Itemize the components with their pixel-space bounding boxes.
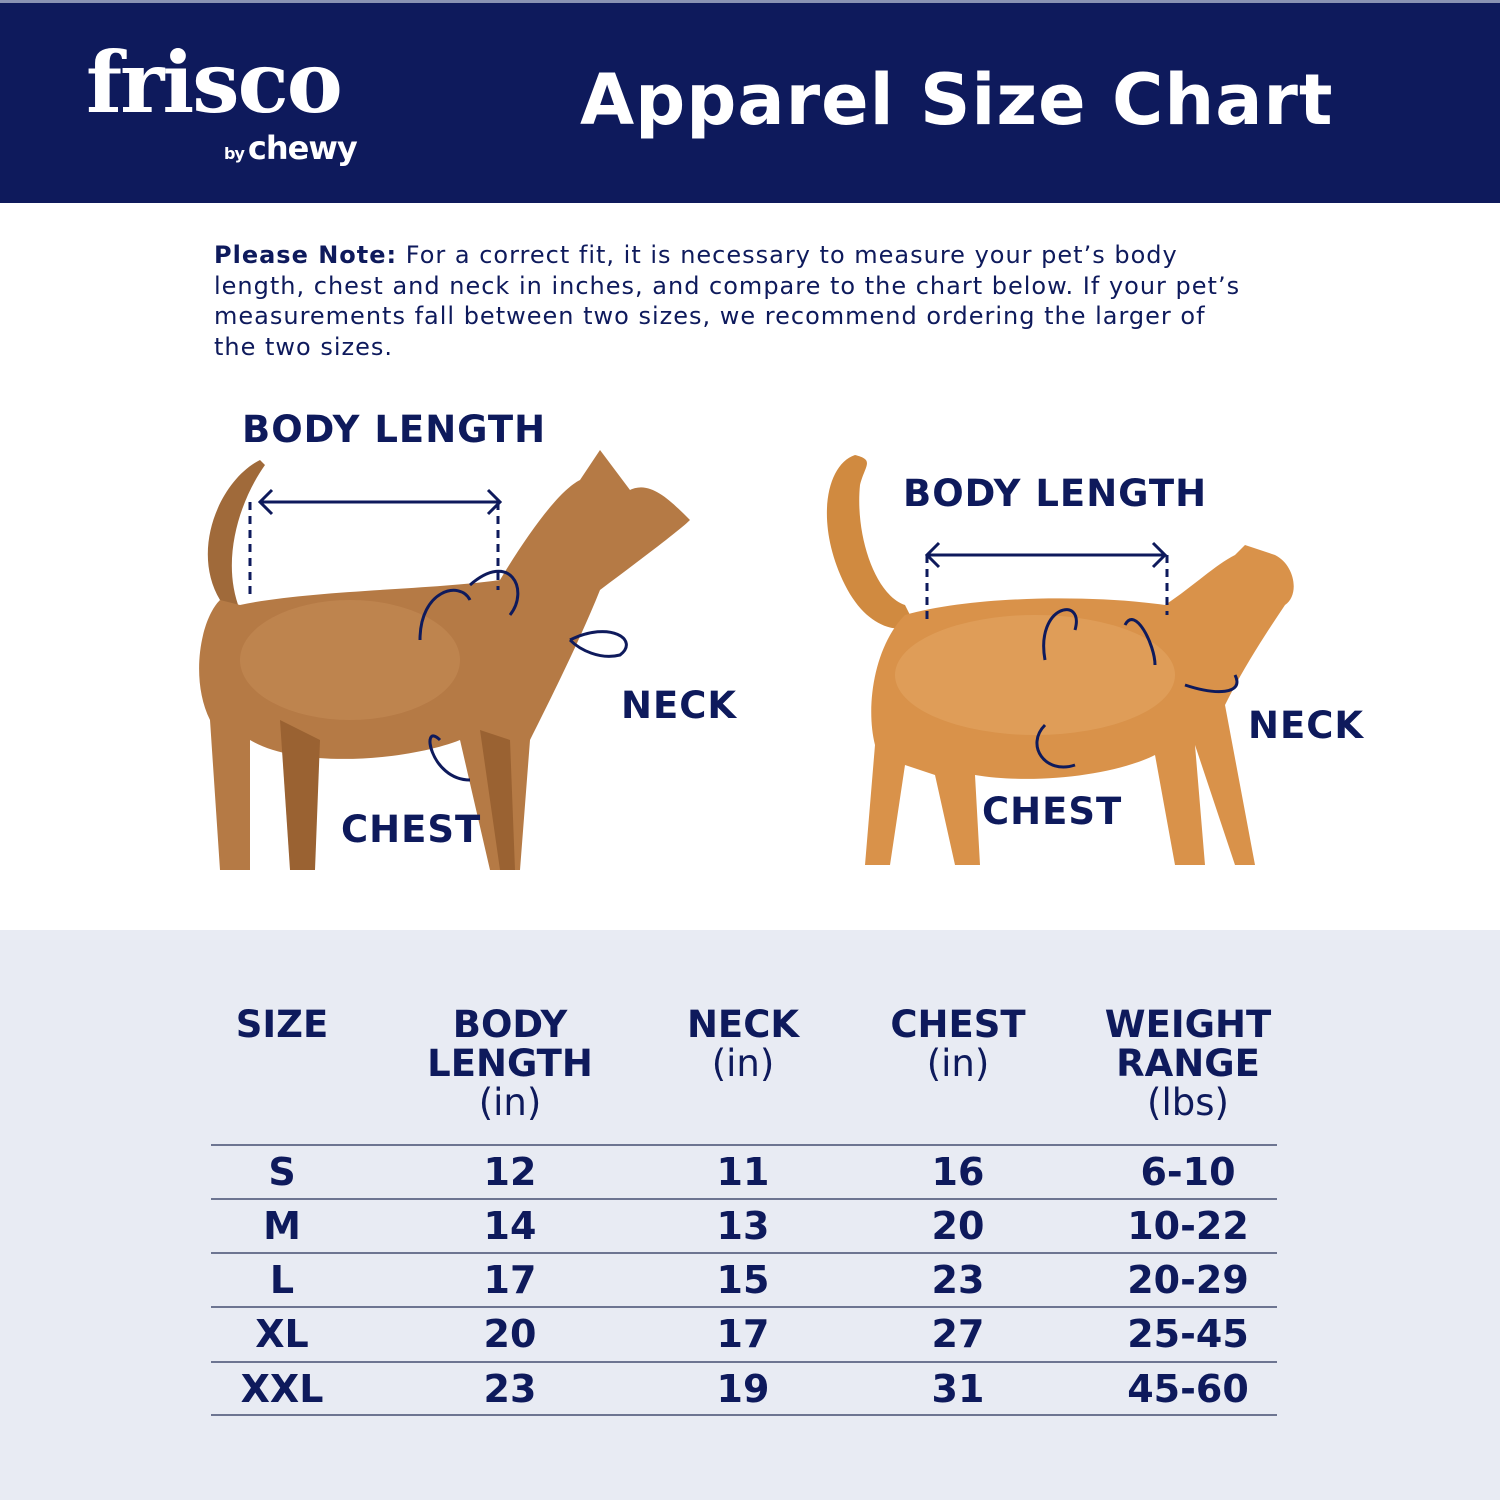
size-table-section	[0, 930, 1500, 1500]
by-text: by	[224, 144, 245, 163]
page-title: Apparel Size Chart	[580, 59, 1334, 141]
header-label: WEIGHT RANGE	[1104, 1003, 1272, 1085]
logo-text: frisco	[86, 33, 343, 132]
header-size: SIZE	[236, 1005, 329, 1044]
header-label: NECK	[686, 1003, 800, 1046]
table-cell: 23	[931, 1258, 985, 1302]
table-cell: S	[268, 1150, 296, 1194]
table-cell: 17	[483, 1258, 537, 1302]
header-body-length: BODY LENGTH (in)	[425, 1005, 595, 1122]
row-divider	[211, 1361, 1277, 1363]
chewy-text: chewy	[247, 129, 358, 167]
header-weight-range: WEIGHT RANGE (lbs)	[1098, 1005, 1278, 1122]
header-neck: NECK (in)	[687, 1005, 799, 1083]
dog-chest-label: CHEST	[341, 808, 482, 851]
header-unit: (in)	[711, 1042, 775, 1085]
table-cell: 13	[716, 1204, 770, 1248]
table-cell: XXL	[240, 1367, 324, 1411]
by-chewy: by chewy	[224, 129, 358, 167]
table-cell: 16	[931, 1150, 985, 1194]
table-cell: M	[263, 1204, 301, 1248]
note-text: For a correct fit, it is necessary to me…	[214, 241, 1241, 361]
cat-neck-label: NECK	[1248, 704, 1365, 747]
table-cell: 45-60	[1127, 1367, 1249, 1411]
table-cell: 23	[483, 1367, 537, 1411]
header-unit: (in)	[926, 1042, 990, 1085]
table-cell: 14	[483, 1204, 537, 1248]
header-label: CHEST	[890, 1003, 1026, 1046]
table-cell: XL	[255, 1312, 309, 1356]
table-cell: 27	[931, 1312, 985, 1356]
dog-body-length-label: BODY LENGTH	[242, 408, 547, 451]
cat-illustration	[826, 455, 1294, 865]
table-cell: 20	[931, 1204, 985, 1248]
row-divider	[211, 1414, 1277, 1416]
header-label: SIZE	[235, 1003, 329, 1046]
note-label: Please Note:	[214, 241, 398, 269]
table-cell: 6-10	[1140, 1150, 1236, 1194]
header-unit: (in)	[478, 1081, 542, 1124]
table-cell: 11	[716, 1150, 770, 1194]
please-note: Please Note: For a correct fit, it is ne…	[214, 240, 1254, 362]
row-divider	[211, 1252, 1277, 1254]
header-unit: (lbs)	[1147, 1081, 1229, 1124]
dog-illustration	[199, 450, 690, 870]
table-cell: 20-29	[1127, 1258, 1249, 1302]
table-cell: 17	[716, 1312, 770, 1356]
table-cell: 19	[716, 1367, 770, 1411]
table-cell: 10-22	[1127, 1204, 1249, 1248]
cat-chest-label: CHEST	[982, 790, 1123, 833]
table-cell: L	[269, 1258, 295, 1302]
header-label: BODY LENGTH	[427, 1003, 593, 1085]
table-cell: 12	[483, 1150, 537, 1194]
table-cell: 25-45	[1127, 1312, 1249, 1356]
table-cell: 20	[483, 1312, 537, 1356]
table-cell: 31	[931, 1367, 985, 1411]
dog-neck-label: NECK	[621, 684, 738, 727]
row-divider	[211, 1198, 1277, 1200]
frisco-logo: frisco by chewy	[86, 33, 358, 168]
header-chest: CHEST (in)	[890, 1005, 1025, 1083]
row-divider	[211, 1144, 1277, 1146]
cat-body-length-label: BODY LENGTH	[903, 472, 1208, 515]
table-cell: 15	[716, 1258, 770, 1302]
row-divider	[211, 1306, 1277, 1308]
header-banner: frisco by chewy Apparel Size Chart	[0, 0, 1500, 203]
